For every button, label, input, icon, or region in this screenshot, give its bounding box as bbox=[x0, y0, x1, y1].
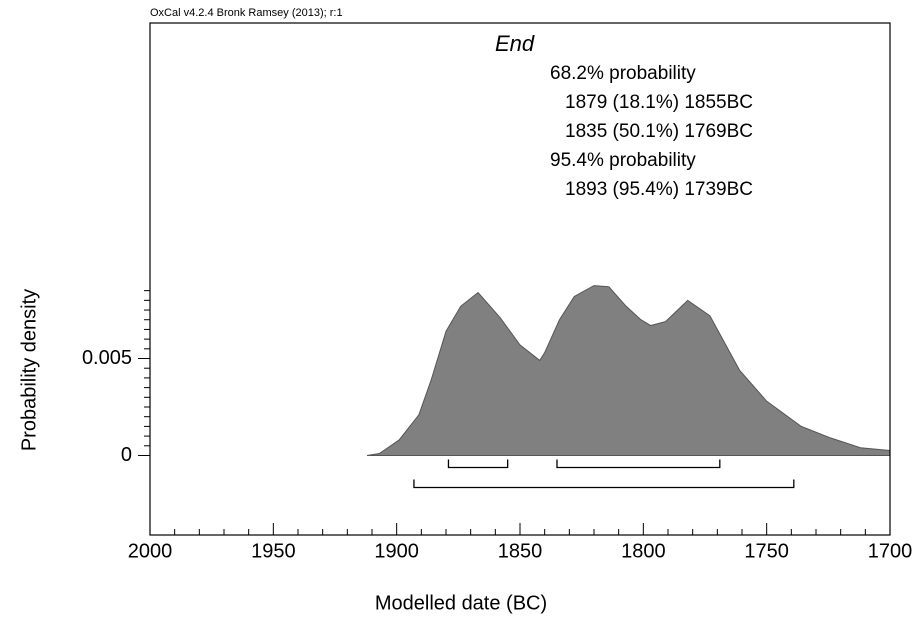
x-axis-label: Modelled date (BC) bbox=[375, 592, 547, 614]
x-tick-label: 1950 bbox=[251, 540, 296, 562]
annotation: 1879 (18.1%) 1855BC bbox=[565, 92, 753, 113]
annotation: 95.4% probability bbox=[550, 150, 696, 171]
x-tick-label: 1750 bbox=[744, 540, 789, 562]
annotation: 68.2% probability bbox=[550, 63, 696, 84]
annotation: 1835 (50.1%) 1769BC bbox=[565, 121, 753, 142]
chart-title: End bbox=[495, 31, 535, 56]
x-tick-label: 2000 bbox=[128, 540, 173, 562]
y-axis-label: Probability density bbox=[18, 289, 40, 451]
plot-frame bbox=[149, 22, 891, 536]
y-tick-label: 0.005 bbox=[82, 347, 132, 369]
annotation: 1893 (95.4%) 1739BC bbox=[565, 179, 753, 200]
range-bracket bbox=[447, 459, 509, 469]
x-tick-label: 1800 bbox=[621, 540, 666, 562]
x-tick-label: 1900 bbox=[374, 540, 419, 562]
x-tick-label: 1850 bbox=[498, 540, 543, 562]
range-bracket bbox=[413, 479, 795, 489]
y-tick-label: 0 bbox=[121, 444, 132, 466]
range-bracket bbox=[556, 459, 721, 469]
header: OxCal v4.2.4 Bronk Ramsey (2013); r:1 bbox=[150, 7, 343, 19]
x-tick-label: 1700 bbox=[868, 540, 913, 562]
density-area bbox=[366, 285, 891, 456]
